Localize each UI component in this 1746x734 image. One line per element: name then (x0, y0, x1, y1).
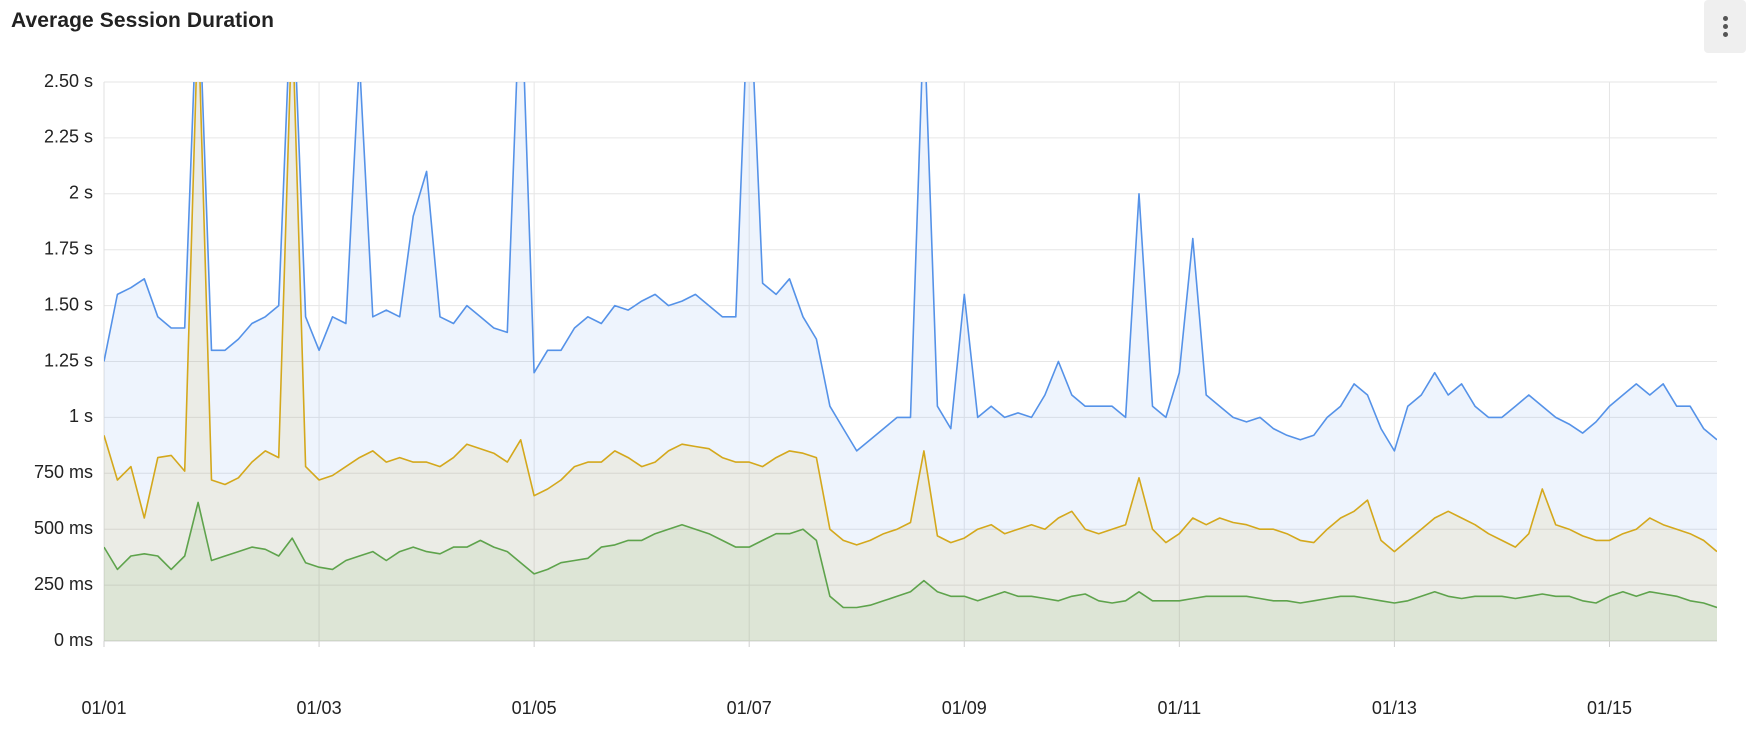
x-tick-label: 01/01 (81, 698, 126, 718)
more-vertical-icon (1722, 16, 1728, 21)
x-tick-label: 01/09 (942, 698, 987, 718)
y-tick-label: 250 ms (34, 574, 93, 594)
series-area-0 (104, 82, 1717, 641)
series-line-2 (104, 501, 1717, 609)
x-tick-label: 01/11 (1157, 698, 1201, 718)
x-axis: 01/01 01/03 01/05 01/07 01/09 01/11 01/13 01/15 (81, 641, 1632, 718)
y-tick-label: 2.25 s (44, 127, 93, 147)
series-areas (104, 82, 1717, 641)
more-options-button[interactable] (1704, 0, 1746, 53)
series-line-0 (104, 82, 1717, 452)
series-lines (104, 82, 1717, 609)
x-tick-label: 01/15 (1587, 698, 1632, 718)
x-tick-label: 01/05 (512, 698, 557, 718)
more-vertical-icon (1722, 24, 1728, 29)
y-tick-label: 1.25 s (44, 350, 93, 370)
y-tick-label: 1 s (69, 406, 93, 426)
x-tick-label: 01/03 (297, 698, 342, 718)
series-area-1 (104, 82, 1717, 641)
x-tick-label: 01/07 (727, 698, 772, 718)
y-tick-label: 2.50 s (44, 71, 93, 91)
y-tick-label: 2 s (69, 183, 93, 203)
y-tick-label: 750 ms (34, 462, 93, 482)
chart-title: Average Session Duration (11, 9, 275, 32)
x-tick-label: 01/13 (1372, 698, 1417, 718)
series-line-1 (104, 82, 1717, 553)
y-axis: 0 ms 250 ms 500 ms 750 ms 1 s 1.25 s 1.50 s 1.7… (34, 71, 93, 650)
y-tick-label: 1.50 s (44, 294, 93, 314)
more-vertical-icon (1722, 32, 1728, 37)
series-area-2 (104, 502, 1717, 641)
y-tick-label: 500 ms (34, 518, 93, 538)
y-tick-label: 0 ms (54, 630, 93, 650)
y-tick-label: 1.75 s (44, 238, 93, 258)
